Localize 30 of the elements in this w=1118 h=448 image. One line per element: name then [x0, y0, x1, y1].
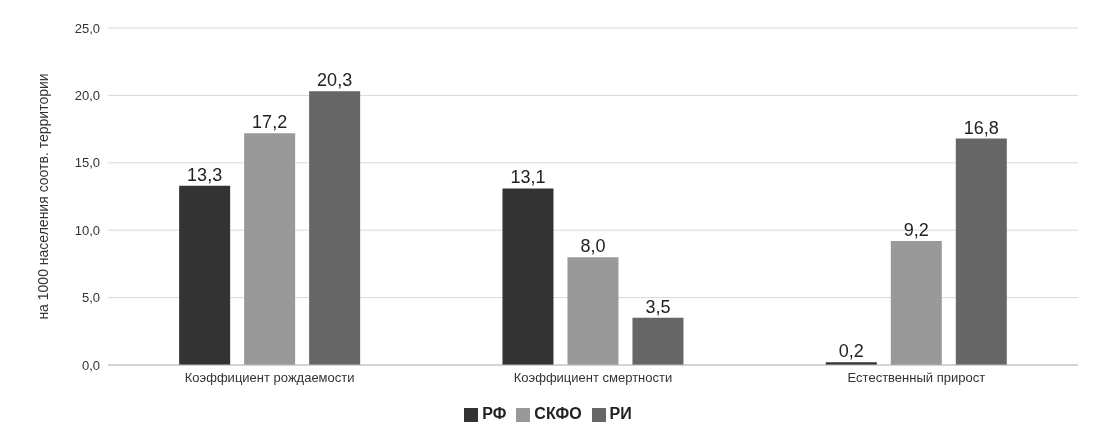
y-tick-label: 5,0	[81, 290, 100, 306]
legend-label: РФ	[482, 405, 507, 422]
y-tick-label: 0,0	[81, 357, 100, 373]
y-tick-label: 20,0	[74, 88, 100, 104]
data-label: 9,2	[903, 219, 929, 240]
data-label: 20,3	[317, 70, 353, 91]
bar	[309, 91, 361, 365]
legend-label: РИ	[609, 405, 632, 422]
bar	[632, 317, 684, 365]
bar	[179, 185, 231, 365]
data-label: 8,0	[580, 236, 606, 257]
bar	[502, 188, 554, 365]
y-tick-label: 25,0	[74, 20, 100, 36]
data-label: 13,1	[510, 167, 546, 188]
data-label: 16,8	[963, 117, 999, 138]
y-tick-label: 15,0	[74, 155, 100, 171]
data-label: 0,2	[838, 341, 864, 362]
x-tick-label: Коэффициент рождаемости	[184, 370, 355, 386]
bar	[890, 240, 942, 365]
data-label: 13,3	[187, 164, 223, 185]
bar	[244, 133, 296, 365]
y-axis-title: на 1000 населения соотв. территории	[34, 73, 51, 320]
y-tick-label: 10,0	[74, 222, 100, 238]
bar	[955, 138, 1007, 365]
x-tick-label: Коэффициент смертности	[513, 370, 673, 386]
legend-label: СКФО	[534, 405, 582, 422]
x-tick-label: Естественный прирост	[847, 370, 986, 386]
data-label: 17,2	[252, 112, 288, 133]
data-label: 3,5	[645, 296, 671, 317]
bar	[567, 257, 619, 365]
